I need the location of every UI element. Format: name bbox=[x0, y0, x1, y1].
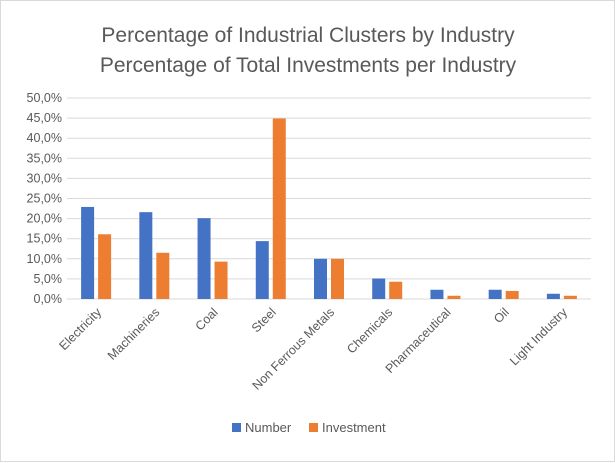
bar-number-non-ferrous-metals bbox=[314, 258, 327, 299]
legend-swatch-investment bbox=[309, 423, 318, 432]
y-tick-label: 0,0% bbox=[34, 292, 63, 306]
y-tick-label: 50,0% bbox=[27, 91, 62, 105]
x-category-label: Oil bbox=[491, 305, 512, 326]
bar-number-steel bbox=[255, 241, 269, 299]
bar-investment-oil bbox=[505, 290, 519, 299]
y-axis-ticks: 0,0% 5,0% 10,0% 15,0% 20,0% 25,0% 30,0% 35,0% 40… bbox=[27, 91, 62, 306]
x-category-label: Electricity bbox=[57, 305, 105, 353]
bars bbox=[81, 118, 577, 299]
y-tick-label: 45,0% bbox=[27, 111, 62, 125]
bar-number-electricity bbox=[81, 206, 95, 299]
y-tick-label: 25,0% bbox=[27, 192, 62, 206]
x-category-label: Steel bbox=[249, 305, 279, 335]
y-tick-label: 35,0% bbox=[27, 151, 62, 165]
legend-label-number: Number bbox=[245, 420, 292, 435]
bar-investment-steel bbox=[272, 118, 286, 299]
y-tick-label: 5,0% bbox=[34, 272, 63, 286]
bar-investment-light-industry bbox=[563, 295, 577, 299]
legend-label-investment: Investment bbox=[322, 420, 386, 435]
y-tick-label: 20,0% bbox=[27, 212, 62, 226]
y-tick-label: 40,0% bbox=[27, 131, 62, 145]
chart-title-line-1: Percentage of Industrial Clusters by Ind… bbox=[101, 24, 515, 47]
bar-investment-electricity bbox=[98, 234, 112, 299]
bar-investment-non-ferrous-metals bbox=[331, 258, 344, 299]
bar-investment-chemicals bbox=[389, 281, 403, 299]
gridlines bbox=[67, 97, 591, 300]
legend: Number Investment bbox=[232, 420, 386, 435]
bar-number-chemicals bbox=[372, 278, 386, 299]
legend-swatch-number bbox=[232, 423, 241, 432]
bar-number-pharmaceutical bbox=[430, 289, 444, 299]
y-tick-label: 30,0% bbox=[27, 171, 62, 185]
y-tick-label: 15,0% bbox=[27, 232, 62, 246]
bar-investment-pharmaceutical bbox=[447, 295, 461, 299]
x-category-label: Chemicals bbox=[344, 305, 395, 356]
chart-title-line-2: Percentage of Total Investments per Indu… bbox=[100, 54, 517, 77]
x-category-label: Light Industry bbox=[507, 305, 570, 368]
x-category-label: Coal bbox=[193, 305, 221, 333]
y-tick-label: 10,0% bbox=[27, 252, 62, 266]
bar-number-light-industry bbox=[546, 293, 560, 299]
bar-investment-machineries bbox=[156, 252, 170, 299]
bar-number-machineries bbox=[139, 212, 153, 299]
bar-investment-coal bbox=[214, 261, 228, 299]
bar-number-coal bbox=[197, 218, 211, 299]
x-category-label: Machineries bbox=[105, 305, 163, 363]
bar-number-oil bbox=[488, 289, 502, 299]
